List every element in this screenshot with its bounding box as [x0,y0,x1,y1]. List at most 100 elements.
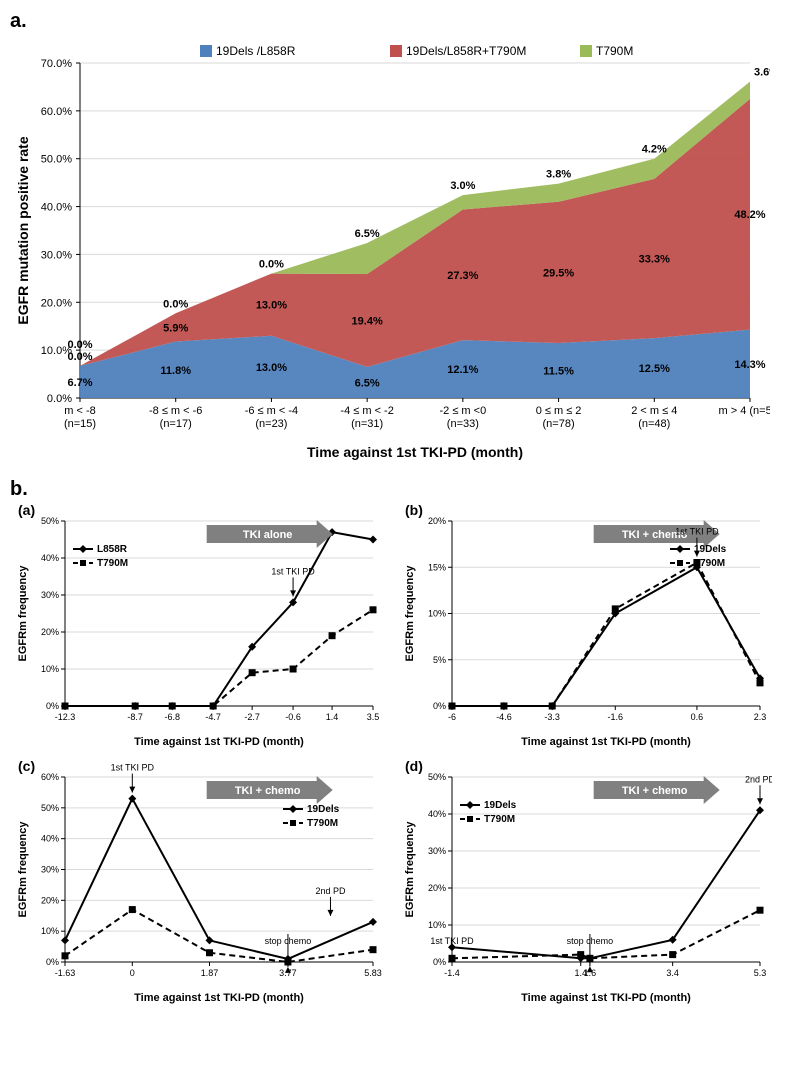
svg-text:1.4: 1.4 [326,712,339,722]
svg-text:10%: 10% [41,926,59,936]
svg-text:(c): (c) [18,758,35,774]
svg-text:(n=78): (n=78) [543,418,575,430]
svg-text:40%: 40% [427,809,445,819]
svg-text:20%: 20% [427,883,445,893]
svg-text:30%: 30% [41,865,59,875]
svg-text:50.0%: 50.0% [41,154,72,166]
svg-text:-6.8: -6.8 [164,712,180,722]
svg-text:0.0%: 0.0% [163,298,188,310]
svg-text:Time against 1st TKI-PD (month: Time against 1st TKI-PD (month) [134,736,304,748]
svg-text:19.4%: 19.4% [352,315,383,327]
subplot-a: 0%10%20%30%40%50%-12.3-8.7-6.8-4.7-2.7-0… [10,501,385,751]
stacked-area-chart: 19Dels /L858R19Dels/L858R+T790MT790M0.0%… [10,33,770,463]
panel-b: b. 0% 10% 20% 30% 40% 50% -12.3 -8.7 -6.8 -4.7 -2.… [10,478,777,1007]
svg-text:0%: 0% [432,701,445,711]
svg-text:-4 ≤ m < -2: -4 ≤ m < -2 [340,405,393,417]
svg-text:(n=31): (n=31) [351,418,383,430]
svg-text:1st TKI PD: 1st TKI PD [675,527,719,537]
svg-text:19Dels /L858R: 19Dels /L858R [216,44,296,58]
svg-text:20%: 20% [427,516,445,526]
svg-text:50%: 50% [41,516,59,526]
svg-text:0%: 0% [432,957,445,967]
svg-text:12.1%: 12.1% [447,364,478,376]
svg-text:19Dels/L858R+T790M: 19Dels/L858R+T790M [406,44,526,58]
svg-text:5.3: 5.3 [753,968,766,978]
svg-text:5.9%: 5.9% [163,322,188,334]
svg-text:15%: 15% [427,562,445,572]
svg-text:0.0%: 0.0% [259,259,284,271]
svg-text:30.0%: 30.0% [41,249,72,261]
svg-text:-6 ≤ m < -4: -6 ≤ m < -4 [245,405,298,417]
svg-text:50%: 50% [41,803,59,813]
svg-text:10%: 10% [427,920,445,930]
svg-text:-4.7: -4.7 [205,712,221,722]
svg-text:0.6: 0.6 [690,712,703,722]
svg-text:40%: 40% [41,553,59,563]
svg-text:2.3: 2.3 [753,712,766,722]
svg-text:-8 ≤ m < -6: -8 ≤ m < -6 [149,405,202,417]
svg-text:-2.7: -2.7 [244,712,260,722]
svg-text:1.87: 1.87 [201,968,219,978]
svg-text:6.7%: 6.7% [67,377,92,389]
svg-text:-2 ≤ m <0: -2 ≤ m <0 [440,405,487,417]
svg-text:13.0%: 13.0% [256,300,287,312]
svg-text:20%: 20% [41,627,59,637]
svg-text:2nd PD: 2nd PD [744,774,771,784]
svg-text:3.6%: 3.6% [754,67,770,79]
svg-text:EGFRm frequency: EGFRm frequency [17,821,29,918]
panel-a-label: a. [10,10,27,32]
svg-text:27.3%: 27.3% [447,270,478,282]
svg-text:(d): (d) [405,758,423,774]
svg-text:4.2%: 4.2% [642,144,667,156]
svg-text:20.0%: 20.0% [41,297,72,309]
svg-text:(n=23): (n=23) [255,418,287,430]
svg-text:-1.6: -1.6 [607,712,623,722]
svg-text:-12.3: -12.3 [55,712,76,722]
svg-text:3.8%: 3.8% [546,169,571,181]
svg-text:Time against 1st TKI-PD (month: Time against 1st TKI-PD (month) [134,992,304,1004]
svg-text:60.0%: 60.0% [41,106,72,118]
svg-text:-8.7: -8.7 [127,712,143,722]
svg-text:Time against 1st TKI-PD (month: Time against 1st TKI-PD (month) [521,992,691,1004]
svg-text:3.0%: 3.0% [450,180,475,192]
svg-text:stop chemo: stop chemo [566,936,613,946]
svg-text:0%: 0% [46,957,59,967]
subplot-d: 0%10%20%30%40%50%-1.41.41.63.45.3(d)TKI … [397,757,772,1007]
svg-text:-6: -6 [447,712,455,722]
svg-text:T790M: T790M [484,814,515,825]
svg-text:19Dels: 19Dels [307,804,340,815]
svg-text:19Dels: 19Dels [484,800,517,811]
svg-text:(n=48): (n=48) [638,418,670,430]
svg-text:L858R: L858R [97,544,128,555]
svg-text:stop chemo: stop chemo [265,936,312,946]
panel-b-label: b. [10,478,28,500]
svg-text:EGFRm frequency: EGFRm frequency [404,565,416,662]
svg-text:(n=15): (n=15) [64,418,96,430]
svg-text:EGFR mutation positive rate: EGFR mutation positive rate [15,136,31,324]
svg-text:48.2%: 48.2% [734,209,765,221]
svg-text:0: 0 [130,968,135,978]
subplot-b: 0%5%10%15%20%-6-4.6-3.3-1.60.62.3(b)TKI … [397,501,772,751]
svg-text:(b): (b) [405,502,423,518]
svg-text:6.5%: 6.5% [355,228,380,240]
svg-text:12.5%: 12.5% [639,363,670,375]
svg-text:11.5%: 11.5% [543,365,574,377]
svg-text:1st TKI PD: 1st TKI PD [430,936,474,946]
svg-text:60%: 60% [41,772,59,782]
svg-text:50%: 50% [427,772,445,782]
svg-text:2 < m ≤ 4: 2 < m ≤ 4 [631,405,677,417]
svg-text:33.3%: 33.3% [639,253,670,265]
svg-text:5%: 5% [432,655,445,665]
svg-text:14.3%: 14.3% [734,359,765,371]
svg-text:T790M: T790M [97,558,128,569]
svg-text:TKI alone: TKI alone [243,529,293,541]
subplot-c: 0%10%20%30%40%50%60%-1.6301.873.775.83(c… [10,757,385,1007]
svg-text:30%: 30% [427,846,445,856]
svg-text:0.0%: 0.0% [67,339,92,351]
svg-text:EGFRm frequency: EGFRm frequency [404,821,416,918]
svg-text:1st TKI PD: 1st TKI PD [111,763,155,773]
svg-text:11.8%: 11.8% [160,365,191,377]
svg-text:-4.6: -4.6 [496,712,512,722]
svg-text:m < -8: m < -8 [64,405,95,417]
svg-text:40%: 40% [41,834,59,844]
